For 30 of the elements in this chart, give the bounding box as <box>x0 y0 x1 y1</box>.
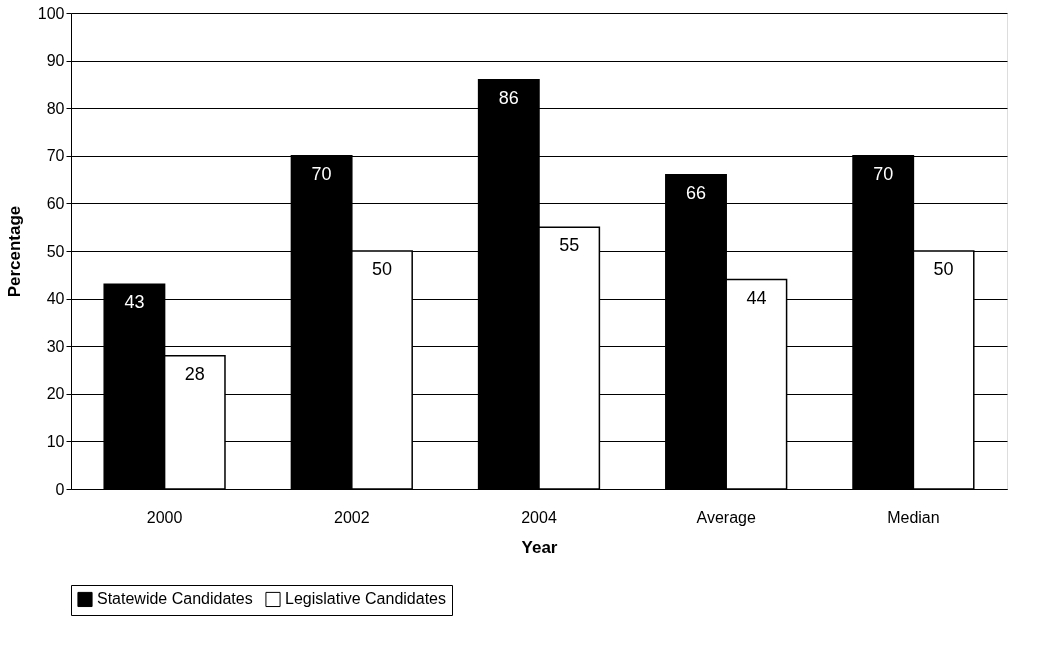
data-label: 55 <box>559 235 580 256</box>
y-tick-label: 100 <box>37 4 65 22</box>
legend-label: Legislative Candidates <box>285 590 446 608</box>
y-tick-label: 30 <box>46 337 65 355</box>
x-tick-label: Average <box>696 508 756 526</box>
y-tick-label: 90 <box>46 52 65 70</box>
y-tick-label: 40 <box>46 290 65 308</box>
legend-label: Statewide Candidates <box>97 590 253 608</box>
x-tick-label: 2000 <box>146 508 183 526</box>
x-tick-label: 2004 <box>521 508 557 526</box>
x-axis-title: Year <box>521 537 558 557</box>
data-label: 43 <box>124 292 145 313</box>
y-tick-label: 80 <box>46 99 65 117</box>
data-label: 70 <box>311 163 332 184</box>
y-axis-title: Percentage <box>4 205 24 298</box>
data-label: 70 <box>873 163 894 184</box>
data-label: 50 <box>933 259 954 279</box>
x-tick-label: Median <box>887 508 940 526</box>
y-tick-label: 10 <box>46 432 65 450</box>
y-tick-label: 0 <box>55 480 65 498</box>
y-tick-label: 60 <box>46 194 65 212</box>
data-label: 28 <box>184 363 205 384</box>
y-tick-label: 50 <box>46 242 65 260</box>
data-label: 44 <box>746 287 767 308</box>
data-label: 86 <box>498 87 519 108</box>
y-tick-label: 20 <box>46 385 65 403</box>
data-label: 66 <box>685 182 707 203</box>
x-tick-label: 2002 <box>334 508 370 526</box>
data-label: 50 <box>371 259 393 279</box>
y-tick-label: 70 <box>46 147 65 165</box>
